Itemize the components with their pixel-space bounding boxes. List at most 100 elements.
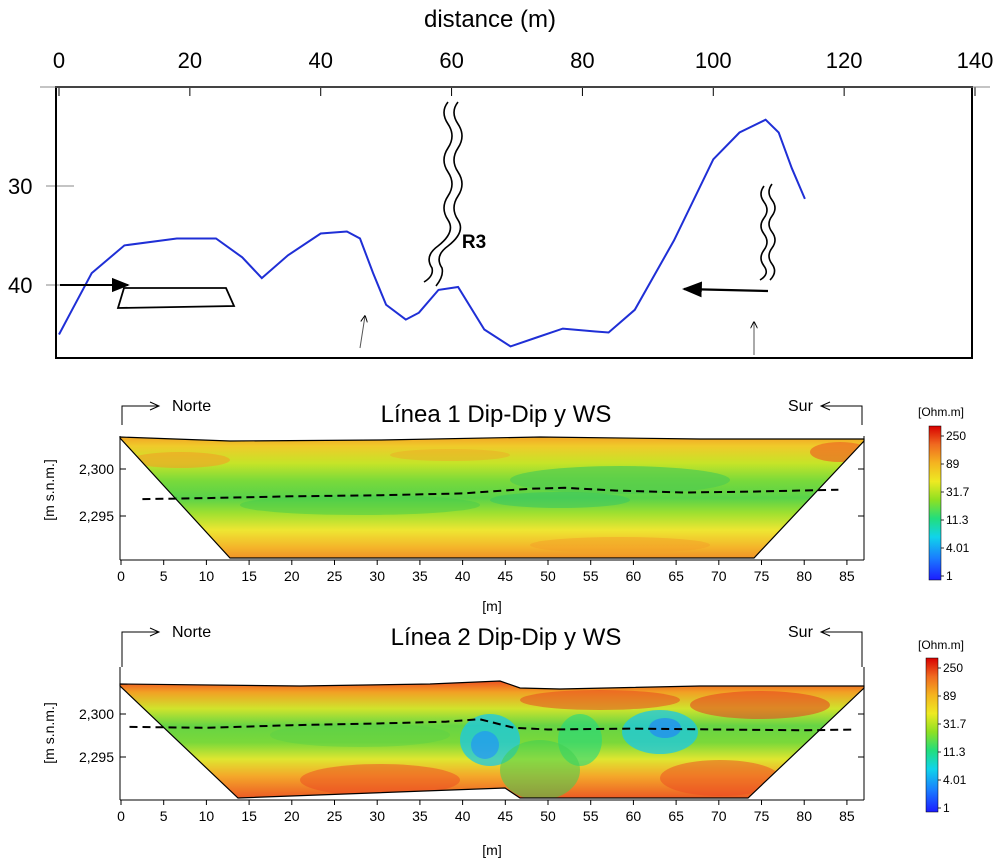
profile-x-tick-label: 80: [570, 48, 594, 73]
section-x-tick-label: 40: [455, 568, 471, 584]
profile-x-tick-label: 0: [53, 48, 65, 73]
fracture-symbol-right: [759, 183, 776, 281]
profile-chart: distance (m) 0 20 40 60 80 100 120 140 30 40 R3: [8, 6, 993, 359]
section-1-colorbar-ramp: [928, 425, 942, 581]
section-2-resistivity-field: [120, 681, 864, 798]
colorbar-tick-label: 4.01: [946, 541, 970, 555]
profile-line-series: [58, 118, 806, 348]
colorbar-tick-label: 4.01: [943, 773, 967, 787]
section-2-colorbar-unit: [Ohm.m]: [918, 638, 964, 652]
section-2-x-label: [m]: [482, 842, 501, 858]
section-x-tick-label: 55: [583, 808, 599, 824]
section-1-norte-label: Norte: [172, 398, 211, 415]
colorbar-tick-label: 11.3: [946, 513, 969, 527]
flow-arrow-right: [682, 281, 769, 298]
section-x-tick-label: 50: [540, 808, 556, 824]
section-1-norte-arrow-icon: [149, 401, 161, 411]
section-x-tick-label: 5: [160, 568, 168, 584]
section-x-tick-label: 10: [199, 808, 215, 824]
section-x-tick-label: 0: [117, 808, 125, 824]
section-x-tick-label: 5: [160, 808, 168, 824]
section-x-tick-label: 85: [839, 568, 855, 584]
resistivity-section-2: Línea 2 Dip-Dip y WS Norte Sur 0 5 10 15 20 2…: [41, 624, 967, 858]
section-1-colorbar: [Ohm.m] 250 89 31.7 11.3 4.01 1: [918, 405, 970, 583]
section-2-norte-bracket: [121, 631, 158, 667]
colorbar-tick-label: 1: [946, 569, 953, 583]
section-y-tick-label: 2,300: [79, 706, 114, 722]
colorbar-tick-label: 250: [946, 429, 966, 443]
section-x-tick-label: 30: [369, 808, 385, 824]
r3-label: R3: [462, 232, 486, 253]
colorbar-tick-label: 89: [943, 689, 957, 703]
section-2-colorbar-ramp: [925, 657, 939, 813]
section-2-sur-label: Sur: [788, 624, 814, 641]
section-2-sur-arrow-icon: [819, 627, 831, 637]
section-x-tick-label: 70: [711, 568, 727, 584]
section-x-tick-label: 10: [199, 568, 215, 584]
section-x-tick-label: 15: [241, 568, 257, 584]
section-x-tick-label: 45: [498, 808, 514, 824]
profile-y-tick-label: 40: [8, 273, 32, 298]
cavity-outline: [116, 287, 236, 309]
section-1-colorbar-unit: [Ohm.m]: [918, 405, 964, 419]
section-x-tick-label: 80: [796, 808, 812, 824]
colorbar-tick-label: 250: [943, 661, 963, 675]
section-x-tick-label: 20: [284, 808, 300, 824]
section-2-title: Línea 2 Dip-Dip y WS: [391, 624, 622, 651]
marker-arrow-1: [359, 316, 365, 349]
section-x-tick-label: 35: [412, 568, 428, 584]
section-1-water-table: [142, 486, 839, 501]
profile-x-tick-label: 60: [439, 48, 463, 73]
section-2-norte-label: Norte: [172, 624, 211, 641]
section-1-x-label: [m]: [482, 598, 501, 614]
profile-y-tick-label: 30: [8, 174, 32, 199]
colorbar-tick-label: 89: [946, 457, 960, 471]
profile-x-tick-label: 140: [957, 48, 994, 73]
section-1-resistivity-field: [120, 437, 864, 558]
section-x-tick-label: 25: [327, 808, 343, 824]
section-x-tick-label: 70: [711, 808, 727, 824]
section-x-tick-label: 20: [284, 568, 300, 584]
profile-y-ticks: 30 40: [8, 174, 74, 298]
resistivity-section-1: Línea 1 Dip-Dip y WS Norte Sur 0 5 10 15 20 2…: [41, 398, 970, 614]
colorbar-tick-label: 11.3: [943, 745, 966, 759]
profile-x-tick-label: 120: [826, 48, 863, 73]
fracture-symbol-left: [423, 101, 463, 287]
profile-x-tick-label: 40: [308, 48, 332, 73]
section-2-y-ticks: 2,300 2,295: [79, 706, 864, 765]
section-1-norte-bracket: [121, 405, 158, 425]
section-x-tick-label: 25: [327, 568, 343, 584]
section-2-x-ticks: 0 5 10 15 20 25 30 35 40 45 50 55 60 65 70 75 80 85: [117, 800, 855, 824]
section-x-tick-label: 30: [369, 568, 385, 584]
section-x-tick-label: 75: [754, 568, 770, 584]
section-x-tick-label: 35: [412, 808, 428, 824]
section-2-norte-arrow-icon: [149, 627, 161, 637]
profile-x-ticks: 0 20 40 60 80 100 120 140: [53, 48, 993, 96]
section-2-sur-bracket: [822, 631, 863, 667]
section-1-x-ticks: 0 5 10 15 20 25 30 35 40 45 50 55 60 65 70 75 80 85: [117, 560, 855, 584]
section-x-tick-label: 80: [796, 568, 812, 584]
section-y-tick-label: 2,295: [79, 749, 114, 765]
section-x-tick-label: 60: [626, 808, 642, 824]
profile-x-axis-title: distance (m): [424, 6, 556, 33]
colorbar-tick-label: 31.7: [943, 717, 967, 731]
section-x-tick-label: 50: [540, 568, 556, 584]
section-x-tick-label: 45: [498, 568, 514, 584]
section-1-title: Línea 1 Dip-Dip y WS: [381, 401, 612, 428]
section-x-tick-label: 55: [583, 568, 599, 584]
profile-x-tick-label: 100: [695, 48, 732, 73]
colorbar-tick-label: 31.7: [946, 485, 970, 499]
section-x-tick-label: 75: [754, 808, 770, 824]
section-x-tick-label: 65: [668, 568, 684, 584]
section-y-tick-label: 2,300: [79, 461, 114, 477]
section-y-tick-label: 2,295: [79, 508, 114, 524]
section-x-tick-label: 85: [839, 808, 855, 824]
profile-x-tick-label: 20: [178, 48, 202, 73]
section-x-tick-label: 40: [455, 808, 471, 824]
profile-frame: [55, 86, 973, 359]
section-1-y-ticks: 2,300 2,295: [79, 461, 864, 524]
section-x-tick-label: 60: [626, 568, 642, 584]
section-1-sur-bracket: [822, 405, 863, 425]
section-x-tick-label: 0: [117, 568, 125, 584]
